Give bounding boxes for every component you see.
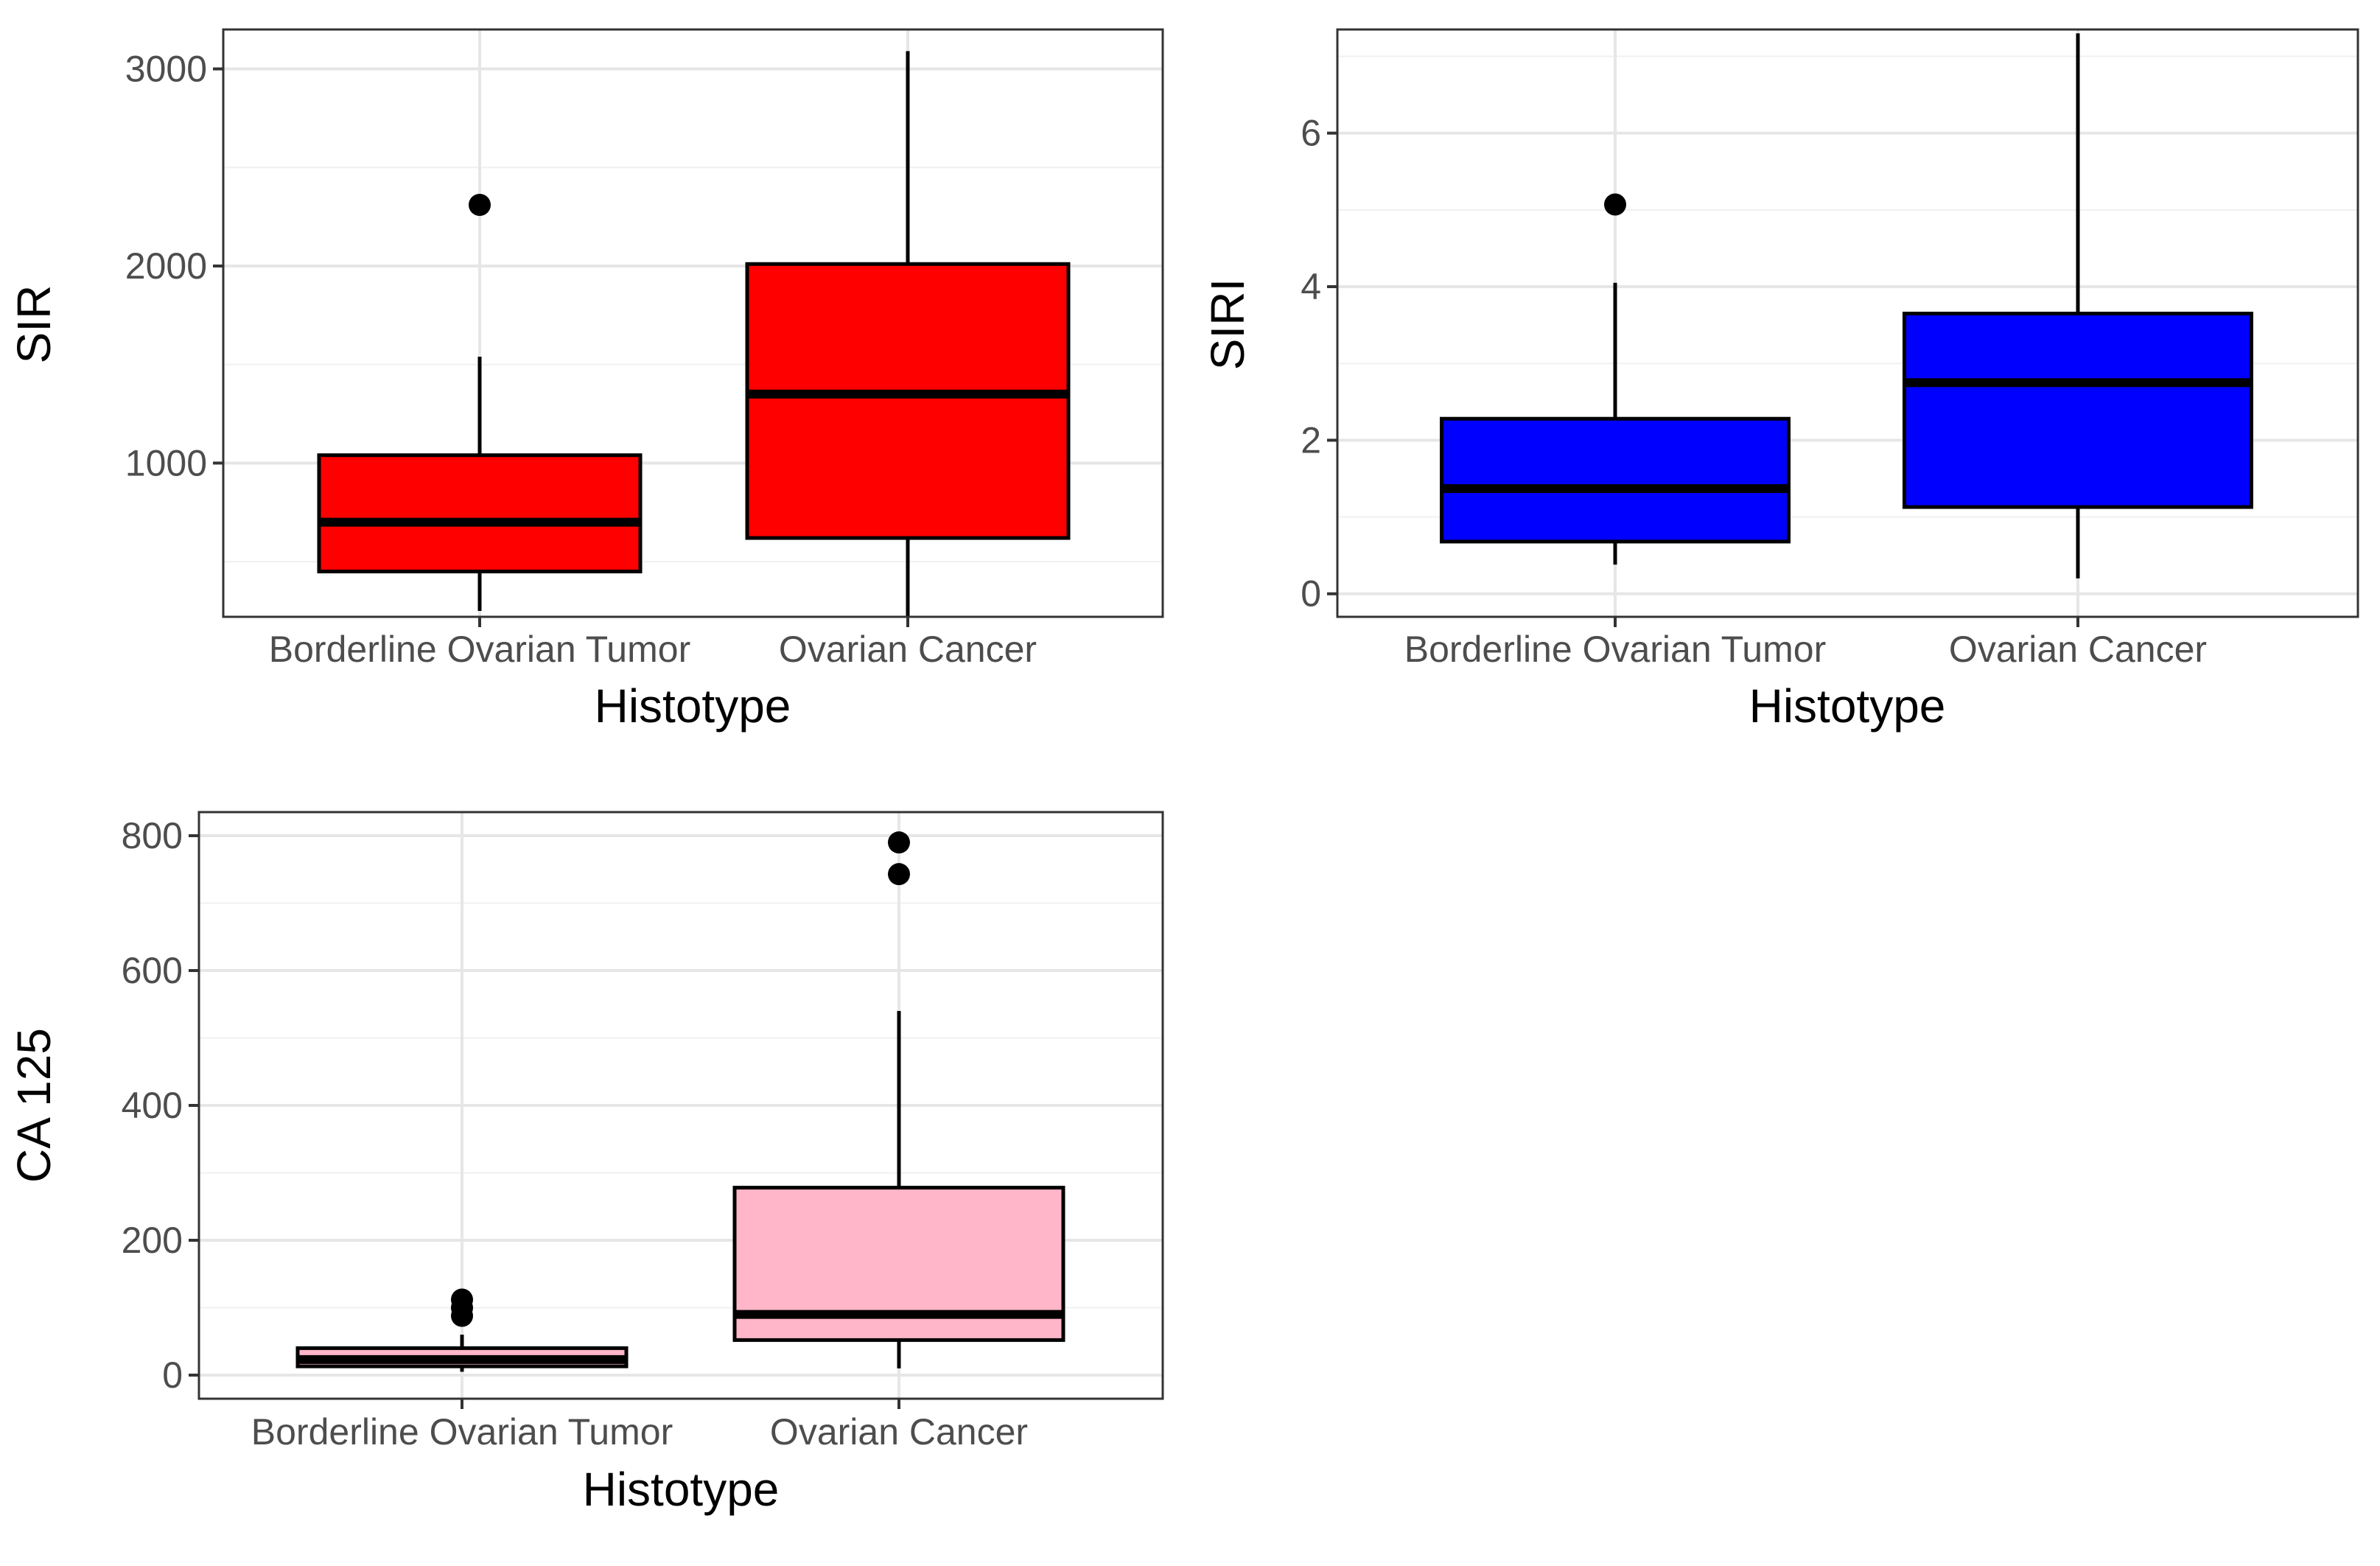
x-tick-label: Borderline Ovarian Tumor [1404,629,1826,670]
panel-border [1336,28,2359,618]
y-tick-label: 0 [162,1354,183,1396]
x-tick-label: Ovarian Cancer [1949,629,2207,670]
chart-panel-siri: 0 2 4 6 Borderline Ovarian Tumor Ovarian Canc… [1201,28,2359,733]
y-tick-label: 4 [1301,266,1321,307]
x-axis-title: Histotype [583,1463,780,1516]
x-tick-label: Ovarian Cancer [770,1411,1028,1453]
y-tick-label: 800 [122,815,183,856]
box-siri-cancer [1903,33,2253,578]
x-axis-title: Histotype [595,679,791,733]
y-axis-title: CA 125 [7,1028,60,1183]
y-tick-label: 0 [1301,573,1321,615]
y-axis-title: SIR [7,285,60,364]
x-tick-label: Borderline Ovarian Tumor [251,1411,673,1453]
box-iqr [1903,311,2253,509]
x-axis-title: Histotype [1749,679,1946,733]
box-sir-borderline [317,194,643,611]
y-tick-label: 200 [122,1220,183,1261]
y-tick-label: 2 [1301,419,1321,461]
x-tick-label: Ovarian Cancer [779,629,1037,670]
outlier-point [469,194,491,217]
box-iqr [317,453,643,573]
y-axis-title: SIRI [1201,279,1254,370]
x-tick-label: Borderline Ovarian Tumor [269,629,690,670]
y-tick-label: 1000 [125,442,207,483]
outlier-point [888,863,910,886]
box-ca125-cancer [732,831,1065,1368]
box-sir-cancer [745,51,1071,617]
outlier-point [888,831,910,854]
y-tick-label: 3000 [125,48,207,89]
box-iqr [1440,416,1791,544]
box-ca125-borderline [295,1288,629,1372]
outlier-point [1604,193,1626,216]
y-tick-label: 600 [122,950,183,991]
y-tick-label: 2000 [125,245,207,287]
chart-panel-sir: 1000 2000 3000 Borderline Ovarian Tumor Ovar… [7,28,1164,733]
y-tick-label: 6 [1301,113,1321,154]
outlier-point [451,1288,473,1311]
box-siri-borderline [1440,193,1791,565]
y-tick-label: 400 [122,1085,183,1126]
box-iqr [745,262,1071,540]
panel-border [222,28,1164,618]
chart-panel-ca125: 0 200 400 600 800 Borderline Ovarian Tumor Ova… [7,811,1164,1516]
